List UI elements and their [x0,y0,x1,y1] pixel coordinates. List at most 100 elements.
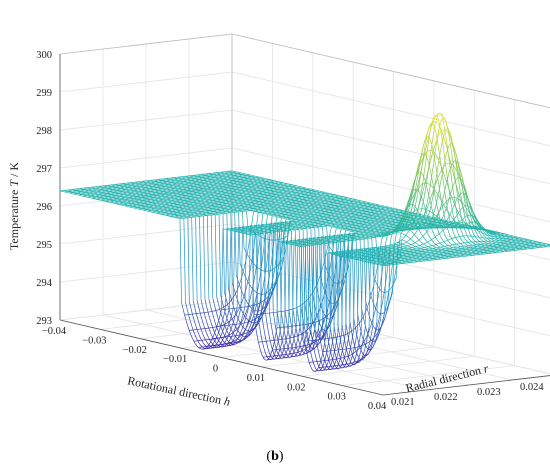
mesh-line-r [428,165,432,173]
mesh-line-r [456,228,459,234]
mesh-line-r [461,244,464,246]
mesh-line-r [426,140,430,152]
mesh-line-r [431,164,434,175]
mesh-line-r [424,238,427,241]
mesh-line-r [499,237,502,239]
mesh-line-r [444,191,447,202]
mesh-line-r [426,231,429,235]
mesh-line-r [455,237,458,241]
mesh-line-r [423,192,426,202]
mesh-line-r [497,233,500,236]
mesh-line-r [499,239,502,241]
mesh-line-r [422,201,425,207]
mesh-line-r [457,244,460,247]
mesh-line-r [436,114,439,119]
mesh-line-r [438,148,441,159]
mesh-line-r [450,143,453,155]
gridline-z-back [231,109,550,185]
mesh-line-r [479,233,482,237]
mesh-line-r [468,238,471,241]
mesh-line-r [452,229,455,235]
mesh-line-r [434,143,437,154]
mesh-line-r [433,188,436,198]
mesh-line-r [420,184,423,194]
mesh-line-r [465,243,468,246]
mesh-line-r [447,239,450,243]
mesh-line-r [436,205,439,213]
mesh-line-r [427,159,430,166]
mesh-line-r [440,131,443,142]
mesh-line-r [456,172,460,183]
mesh-line-r [441,244,444,246]
mesh-line-r [465,232,468,237]
mesh-line-r [446,139,449,152]
mesh-line-r [440,170,444,180]
mesh-line-r [450,162,454,166]
mesh-line-r [440,236,443,240]
mesh-line-r [467,228,470,234]
mesh-line-r [492,241,495,243]
mesh-line-r [429,139,432,145]
box-edge [59,33,233,55]
mesh-line-r [421,233,424,237]
mesh-line-r [432,129,435,140]
mesh-line-r [456,239,459,243]
mesh-line-r [449,198,453,208]
mesh-line-r [466,235,470,239]
mesh-line-r [449,235,452,239]
mesh-line-r [432,150,436,160]
mesh-line-r [427,211,430,217]
mesh-line-r [433,153,436,165]
mesh-line-r [415,175,419,186]
mesh-line-r [436,160,440,171]
mesh-line-r [422,236,425,239]
mesh-line-r [441,195,444,202]
mesh-line-r [429,150,432,162]
mesh-line-r [465,207,468,215]
mesh-line-r [418,178,421,188]
mesh-line-r [445,246,448,249]
mesh-line-r [450,188,453,194]
mesh-line-r [487,235,490,238]
mesh-line-r [453,197,457,207]
mesh-line-r [441,169,444,181]
box-edge [231,33,550,109]
mesh-line-r [470,218,474,225]
mesh-line-r [426,187,429,194]
mesh-line-r [457,232,460,237]
mesh-line-r [432,115,436,119]
mesh-line-r [438,188,442,198]
mesh-line-r [438,233,442,238]
mesh-line-r [492,239,494,241]
mesh-line-r [443,121,446,131]
mesh-line-r [480,238,483,241]
mesh-line-r [449,246,452,248]
mesh-line-r [412,193,416,202]
mesh-line-r [435,131,438,140]
mesh-line-r [445,243,448,245]
mesh-line-r [442,230,445,235]
mesh-line-r [490,234,493,236]
mesh-line-r [494,235,497,237]
mesh-line-r [476,238,479,241]
mesh-line-r [425,202,428,210]
mesh-line-r [429,200,432,208]
mesh-line-r [428,234,431,238]
mesh-line-r [466,199,469,207]
mesh-line-r [425,136,428,140]
mesh-line-r [437,229,440,234]
mesh-line-r [489,232,492,234]
mesh-line-r [470,207,473,214]
mesh-line-r [446,217,449,221]
mesh-line-r [419,193,422,198]
mesh-line-r [437,126,440,134]
mesh-line-r [462,190,465,200]
mesh-line-r [498,235,501,237]
mesh-line-r [433,233,436,237]
mesh-line-r [431,180,435,189]
mesh-line-r [455,214,458,218]
mesh-line-r [430,197,434,205]
mesh-line-r [436,113,440,117]
mesh-line-r [451,154,454,166]
mesh-line-r [447,170,451,176]
